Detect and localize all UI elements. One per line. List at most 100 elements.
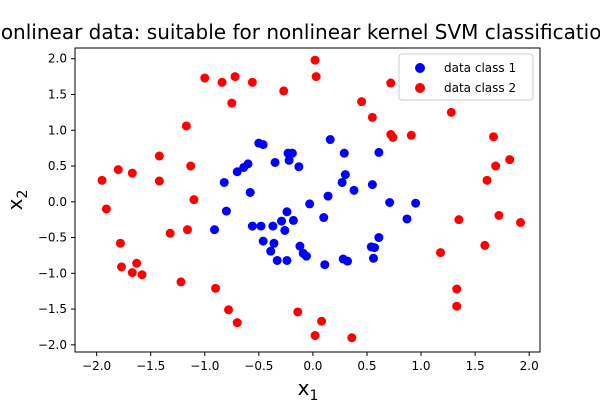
data-point-class-1: [402, 214, 412, 224]
data-point-class-2: [137, 270, 147, 280]
data-point-class-2: [347, 333, 357, 343]
data-point-class-1: [323, 191, 333, 201]
data-point-class-1: [368, 253, 378, 263]
data-point-class-1: [221, 206, 231, 216]
x-tick-label: −1.0: [190, 359, 219, 373]
data-point-class-1: [272, 255, 282, 265]
data-point-class-2: [224, 305, 234, 315]
data-point-class-2: [436, 248, 446, 258]
data-point-class-2: [182, 225, 192, 235]
data-point-class-1: [282, 255, 292, 265]
y-tick-label: 0.5: [48, 159, 67, 173]
data-point-class-2: [452, 284, 462, 294]
data-point-class-1: [319, 213, 329, 223]
data-point-class-1: [340, 170, 350, 180]
data-point-class-1: [294, 162, 304, 172]
x-tick-label: 0.5: [357, 359, 376, 373]
x-tick-label: −2.0: [82, 359, 111, 373]
data-point-class-1: [374, 147, 384, 157]
data-point-class-2: [132, 258, 142, 268]
data-point-class-1: [239, 162, 249, 172]
data-point-class-1: [258, 140, 268, 150]
data-point-class-2: [154, 176, 164, 186]
data-point-class-2: [189, 195, 199, 205]
data-point-class-1: [258, 236, 268, 246]
data-point-class-2: [230, 72, 240, 82]
y-tick-label: −1.0: [38, 266, 67, 280]
data-point-class-1: [374, 233, 384, 243]
data-point-class-1: [411, 198, 421, 208]
data-point-class-2: [480, 240, 490, 250]
data-point-class-1: [232, 167, 242, 177]
data-point-class-2: [127, 168, 137, 178]
data-point-class-2: [101, 204, 111, 214]
legend-marker-class-1: [415, 63, 425, 73]
data-point-class-2: [217, 77, 227, 87]
plot-area: [74, 47, 541, 353]
data-point-class-1: [210, 225, 219, 235]
data-point-class-2: [127, 268, 137, 278]
y-tick-label: 2.0: [48, 52, 67, 66]
plot-frame: [74, 47, 541, 353]
data-point-class-2: [491, 161, 501, 171]
data-point-class-2: [232, 318, 242, 328]
data-point-class-2: [279, 86, 289, 96]
data-point-class-1: [320, 260, 330, 270]
y-tick-label: −1.5: [38, 302, 67, 316]
y-axis-label-subscript: 2: [15, 190, 31, 199]
x-tick-label: 2.0: [520, 359, 539, 373]
data-point-class-1: [367, 180, 377, 190]
data-point-class-2: [386, 78, 396, 88]
x-tick-label: −0.5: [244, 359, 273, 373]
data-point-class-2: [165, 228, 175, 238]
data-point-class-1: [370, 243, 380, 253]
data-point-class-1: [287, 148, 297, 158]
data-point-class-1: [295, 241, 305, 251]
data-point-class-2: [454, 215, 464, 225]
legend-label-class-2: data class 2: [444, 81, 516, 95]
y-tick-label: −0.5: [38, 231, 67, 245]
data-point-class-2: [482, 175, 492, 185]
data-point-class-2: [186, 161, 196, 171]
x-tick-label: −1.5: [136, 359, 165, 373]
data-point-class-1: [268, 221, 278, 231]
y-axis-label: x2: [3, 190, 31, 211]
data-point-class-2: [406, 130, 416, 140]
data-point-class-2: [200, 73, 210, 83]
data-point-class-2: [181, 121, 191, 131]
data-point-class-2: [227, 98, 237, 108]
y-axis: −2.0 −1.5 −1.0 −0.5 0.0 0.5 1.0 1.5 2.0: [38, 52, 75, 352]
y-tick-label: 1.5: [48, 87, 67, 101]
scatter-points: [97, 55, 526, 343]
data-point-class-1: [270, 157, 280, 167]
chart-title: Nonlinear data: suitable for nonlinear k…: [0, 20, 600, 44]
x-tick-label: 1.0: [411, 359, 430, 373]
data-point-class-1: [269, 238, 279, 248]
data-point-class-2: [310, 55, 320, 65]
x-axis-label-subscript: 1: [309, 388, 318, 400]
data-point-class-2: [446, 107, 456, 117]
data-point-class-2: [293, 307, 303, 317]
data-point-class-2: [311, 72, 321, 82]
data-point-class-1: [280, 225, 290, 235]
y-tick-label: 0.0: [48, 195, 67, 209]
data-point-class-2: [388, 132, 398, 142]
data-point-class-1: [256, 221, 266, 231]
legend: data class 1 data class 2: [398, 53, 534, 101]
data-point-class-1: [337, 177, 347, 187]
x-axis: −2.0 −1.5 −1.0 −0.5 0.0 0.5 1.0 1.5 2.0: [82, 352, 539, 373]
data-point-class-2: [247, 77, 257, 87]
data-point-class-1: [301, 251, 311, 261]
data-point-class-1: [325, 135, 335, 145]
data-point-class-2: [505, 155, 515, 165]
data-point-class-1: [282, 207, 292, 217]
y-tick-label: 1.0: [48, 123, 67, 137]
data-point-class-1: [343, 256, 353, 266]
data-point-class-1: [247, 221, 257, 231]
data-point-class-2: [211, 283, 221, 293]
x-tick-label: 1.5: [466, 359, 485, 373]
legend-box: [398, 53, 534, 101]
data-point-class-2: [310, 331, 320, 341]
data-point-class-1: [277, 216, 287, 226]
